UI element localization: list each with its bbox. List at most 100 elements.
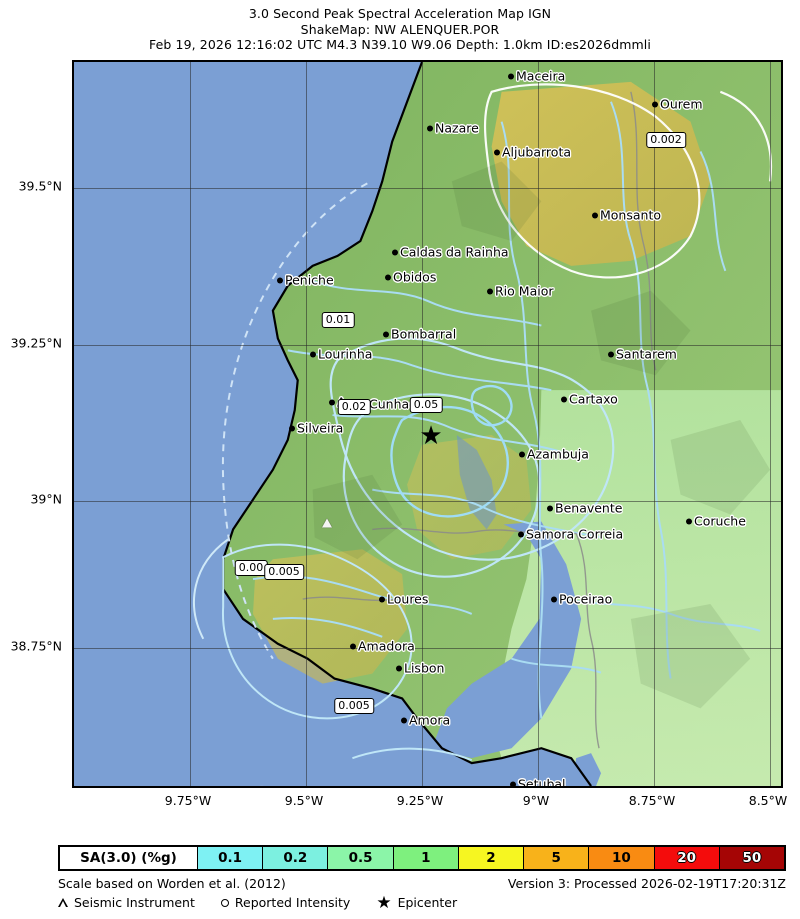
map-footer: Scale based on Worden et al. (2012) Vers… (0, 876, 800, 919)
colorbar-cell-label: 2 (486, 850, 496, 866)
city-marker: Bombarral (383, 327, 456, 342)
city-dot-icon (396, 665, 402, 671)
colorbar-cell-label: 0.2 (283, 850, 308, 866)
admin-boundaries (302, 91, 657, 749)
city-label: Peniche (285, 272, 334, 288)
city-label: Bombarral (391, 326, 457, 342)
title-line-2: ShakeMap: NW ALENQUER.POR (300, 21, 500, 37)
lon-tick-1: 9.5°W (284, 793, 324, 808)
city-label: Setubal (518, 776, 566, 788)
colorbar-cell-label: 1 (421, 850, 431, 866)
lat-tick-0: 39.5°N (18, 178, 62, 194)
intensity-colorbar[interactable]: SA(3.0) (%g) 0.1 0.2 0.5 1 2 5 10 20 50 (58, 845, 786, 871)
gridline-lat-0 (74, 188, 781, 189)
seismic-instrument-icon (322, 518, 332, 528)
city-label: Caldas da Rainha (400, 244, 509, 260)
city-marker: Caldas da Rainha (392, 245, 509, 260)
city-marker: Azambuja (519, 447, 589, 462)
gridline-lon-0 (190, 62, 191, 786)
colorbar-cell-0.5[interactable]: 0.5 (328, 847, 394, 869)
city-label: Coruche (694, 513, 746, 529)
colorbar-cell-label: 0.1 (218, 850, 243, 866)
city-label: Maceira (516, 68, 566, 84)
lon-tick-2: 9.25°W (396, 793, 444, 808)
lat-tick-1: 39.25°N (10, 335, 62, 351)
city-marker: Silveira (289, 421, 343, 436)
lat-tick-2: 39°N (30, 491, 62, 507)
colorbar-header-label: SA(3.0) (%g) (80, 850, 177, 866)
circle-icon (220, 898, 229, 907)
city-label: Cartaxo (569, 391, 618, 407)
city-dot-icon (383, 331, 389, 337)
city-dot-icon (289, 425, 295, 431)
city-dot-icon (329, 399, 335, 405)
contour-005 (390, 384, 513, 518)
epicenter-star: ★ (419, 421, 443, 451)
city-dot-icon (350, 643, 356, 649)
city-marker: Samora Correia (518, 527, 623, 542)
city-marker: Amadora (350, 639, 415, 654)
city-dot-icon (508, 73, 514, 79)
gridline-lon-2 (422, 62, 423, 786)
city-dot-icon (427, 125, 433, 131)
city-marker: Maceira (508, 69, 565, 84)
colorbar-cell-label: 20 (677, 850, 697, 866)
map-terrain-canvas (74, 62, 781, 786)
city-label: Lourinha (318, 346, 373, 362)
legend-seismic-instrument: Seismic Instrument (58, 895, 195, 910)
colorbar-cell-0.2[interactable]: 0.2 (263, 847, 329, 869)
colorbar-cell-label: 5 (551, 850, 561, 866)
legend-label-instrument: Seismic Instrument (74, 895, 195, 910)
city-marker: Amora (401, 713, 450, 728)
gridline-lon-1 (306, 62, 307, 786)
lon-tick-0: 9.75°W (164, 793, 212, 808)
city-marker: Setubal (510, 776, 566, 788)
colorbar-cell-0.1[interactable]: 0.1 (198, 847, 264, 869)
colorbar-cell-20[interactable]: 20 (654, 847, 720, 869)
city-dot-icon (547, 505, 553, 511)
city-marker: Ourem (652, 97, 703, 112)
city-dot-icon (551, 596, 557, 602)
title-line-3: Feb 19, 2026 12:16:02 UTC M4.3 N39.10 W9… (149, 37, 651, 52)
colorbar-cell-50[interactable]: 50 (719, 847, 784, 869)
city-marker: Monsanto (592, 208, 661, 223)
coastline (222, 62, 592, 786)
city-label: Santarem (616, 346, 677, 362)
colorbar-cell-10[interactable]: 10 (589, 847, 655, 869)
version-info: Version 3: Processed 2026-02-19T17:20:31… (507, 876, 786, 891)
city-label: Nazare (435, 120, 479, 136)
city-label: Poceirao (559, 591, 613, 607)
tagus-plain (489, 390, 781, 786)
colorbar-cell-2[interactable]: 2 (458, 847, 525, 869)
city-dot-icon (608, 351, 614, 357)
city-label: Aljubarrota (502, 144, 572, 160)
contour-value-label: 0.002 (646, 132, 686, 148)
city-marker: Lisbon (396, 661, 444, 676)
city-marker: Loures (379, 592, 428, 607)
colorbar-cell-1[interactable]: 1 (393, 847, 459, 869)
city-marker: Coruche (686, 514, 746, 529)
city-dot-icon (518, 531, 524, 537)
city-dot-icon (592, 212, 598, 218)
legend-reported-intensity: Reported Intensity (220, 895, 350, 910)
lon-tick-4: 8.75°W (628, 793, 676, 808)
terrain-shading (312, 161, 771, 709)
contour-value-label: 0.00 (234, 560, 268, 576)
city-marker: Benavente (547, 501, 622, 516)
city-label: Ourem (660, 96, 703, 112)
gridline-lon-5 (770, 62, 771, 786)
shakemap-map[interactable]: Maceira Ourem Nazare Aljubarrota Monsanto Cal… (72, 60, 783, 788)
colorbar-cell-5[interactable]: 5 (524, 847, 590, 869)
city-marker: Cartaxo (561, 392, 618, 407)
city-marker: Lourinha (310, 347, 372, 362)
city-label: Loures (387, 591, 429, 607)
city-dot-icon (310, 351, 316, 357)
legend-label-epicenter: Epicenter (397, 895, 458, 910)
lon-tick-5: 8.5°W (748, 793, 788, 808)
colorbar-header: SA(3.0) (%g) (60, 847, 198, 869)
triangle-icon (58, 898, 68, 907)
city-dot-icon (385, 274, 391, 280)
city-label: Amora (409, 712, 451, 728)
title-line-1: 3.0 Second Peak Spectral Acceleration Ma… (248, 6, 552, 21)
highland-north (491, 81, 711, 266)
